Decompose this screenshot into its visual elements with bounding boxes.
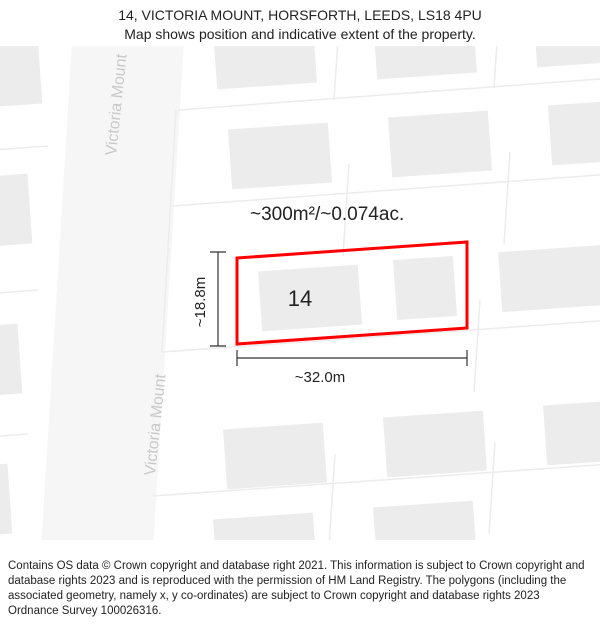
plot-boundary bbox=[504, 152, 510, 244]
building bbox=[223, 423, 327, 490]
address-title: 14, VICTORIA MOUNT, HORSFORTH, LEEDS, LS… bbox=[0, 6, 600, 25]
building bbox=[383, 411, 487, 478]
plot-boundary bbox=[0, 290, 38, 298]
building bbox=[373, 46, 477, 79]
header: 14, VICTORIA MOUNT, HORSFORTH, LEEDS, LS… bbox=[0, 6, 600, 44]
plot-boundary bbox=[153, 462, 600, 496]
plot-boundary bbox=[0, 434, 28, 442]
building bbox=[0, 464, 12, 539]
map-subtitle: Map shows position and indicative extent… bbox=[0, 25, 600, 44]
area-label: ~300m²/~0.074ac. bbox=[250, 204, 404, 225]
plot-boundary bbox=[494, 46, 500, 88]
plot-boundary bbox=[474, 300, 480, 392]
width-dimension-label: ~32.0m bbox=[295, 369, 345, 386]
building bbox=[228, 123, 332, 190]
copyright-footer: Contains OS data © Crown copyright and d… bbox=[8, 559, 592, 619]
building bbox=[0, 324, 22, 399]
building bbox=[548, 99, 600, 166]
plot-boundary bbox=[329, 454, 335, 540]
building bbox=[498, 244, 600, 312]
building bbox=[213, 513, 317, 540]
height-dimension-label: ~18.8m bbox=[192, 277, 209, 327]
plot-number: 14 bbox=[288, 286, 312, 311]
building bbox=[0, 46, 42, 108]
building bbox=[388, 111, 492, 178]
plot-boundary bbox=[489, 442, 495, 534]
building bbox=[0, 174, 32, 249]
building bbox=[543, 399, 600, 466]
height-dimension-line bbox=[210, 252, 226, 346]
building bbox=[373, 501, 477, 540]
plot-boundary bbox=[0, 146, 48, 154]
building bbox=[213, 46, 317, 89]
building bbox=[393, 256, 457, 320]
width-dimension-line bbox=[237, 350, 467, 366]
building bbox=[533, 46, 600, 67]
plot-boundary bbox=[334, 46, 340, 100]
map-canvas: Victoria MountVictoria Mount~300m²/~0.07… bbox=[0, 46, 600, 540]
